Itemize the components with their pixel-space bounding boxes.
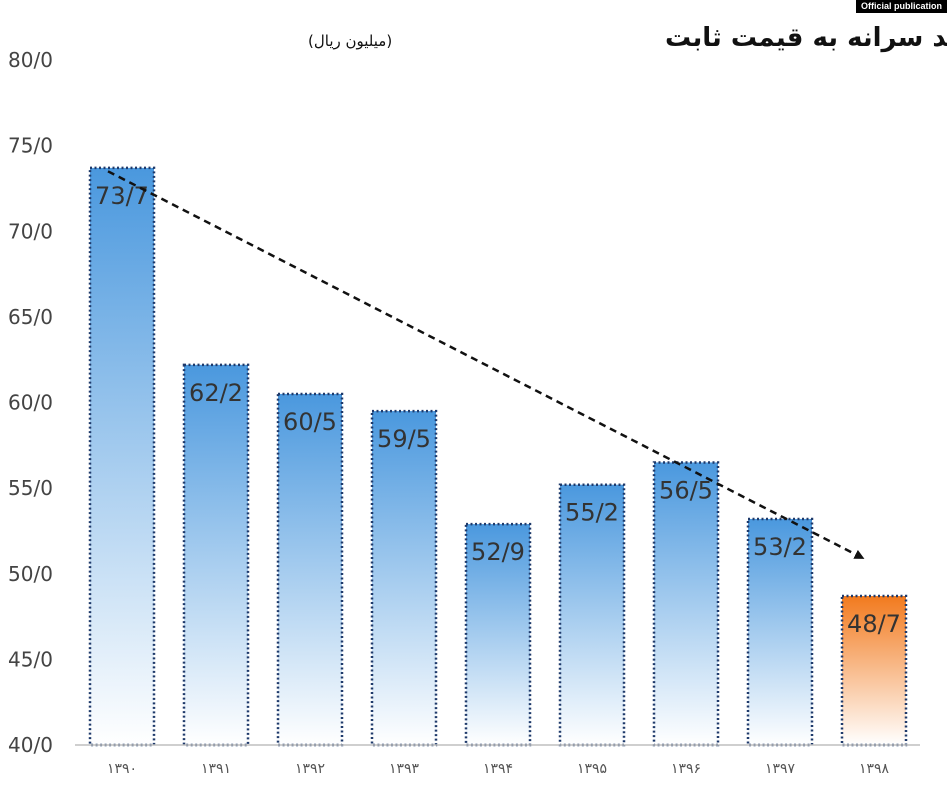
- chart-title: درآمد سرانه به قیمت ثابت: [665, 21, 947, 53]
- data-label: 56/5: [659, 476, 713, 504]
- bar: [370, 409, 438, 747]
- data-label: 55/2: [565, 499, 619, 527]
- y-tick-label: 60/0: [8, 391, 53, 415]
- x-tick-label: ۱۳۹۲: [295, 761, 325, 777]
- bar: [464, 522, 532, 747]
- trend-arrow: [107, 170, 865, 559]
- x-tick-label: ۱۳۹۱: [201, 761, 231, 777]
- y-tick-label: 75/0: [8, 134, 53, 158]
- y-tick-label: 80/0: [8, 48, 53, 72]
- y-tick-label: 55/0: [8, 476, 53, 500]
- bar: [746, 517, 814, 747]
- x-tick-label: ۱۳۹۰: [107, 761, 137, 777]
- data-label: 62/2: [189, 379, 243, 407]
- bar: [652, 461, 720, 747]
- y-tick-label: 50/0: [8, 562, 53, 586]
- x-tick-label: ۱۳۹۷: [765, 761, 796, 777]
- trend-line: [107, 170, 865, 559]
- data-label: 73/7: [95, 182, 149, 210]
- x-tick-label: ۱۳۹۳: [389, 761, 420, 777]
- y-axis: 40/0 45/0 50/0 55/0 60/0 65/0 70/0 75/0 80/0: [8, 48, 53, 757]
- data-label: 60/5: [283, 408, 337, 436]
- data-label: 52/9: [471, 538, 525, 566]
- x-tick-label: ۱۳۹۸: [859, 761, 890, 777]
- bar: [88, 166, 156, 747]
- chart-subtitle: (میلیون ریال): [308, 32, 392, 50]
- bar: [840, 594, 908, 747]
- y-tick-label: 45/0: [8, 647, 53, 671]
- x-axis: ۱۳۹۰ ۱۳۹۱ ۱۳۹۲ ۱۳۹۳ ۱۳۹۴ ۱۳۹۵ ۱۳۹۶ ۱۳۹۷ ۱۳۹۸: [75, 744, 920, 777]
- y-tick-label: 65/0: [8, 305, 53, 329]
- data-label: 53/2: [753, 533, 807, 561]
- data-label: 48/7: [847, 610, 901, 638]
- x-tick-label: ۱۳۹۴: [483, 761, 513, 777]
- x-tick-label: ۱۳۹۵: [577, 761, 607, 777]
- y-tick-label: 40/0: [8, 733, 53, 757]
- bar: [182, 363, 250, 747]
- y-tick-label: 70/0: [8, 219, 53, 243]
- bars: 73/7 62/2 60/5 59/5 52/9 55/2 56/5 53/2 48/7: [88, 166, 908, 747]
- x-tick-label: ۱۳۹۶: [671, 761, 701, 777]
- official-publication-badge: Official publication: [855, 0, 947, 13]
- data-label: 59/5: [377, 425, 431, 453]
- bar: [276, 392, 344, 747]
